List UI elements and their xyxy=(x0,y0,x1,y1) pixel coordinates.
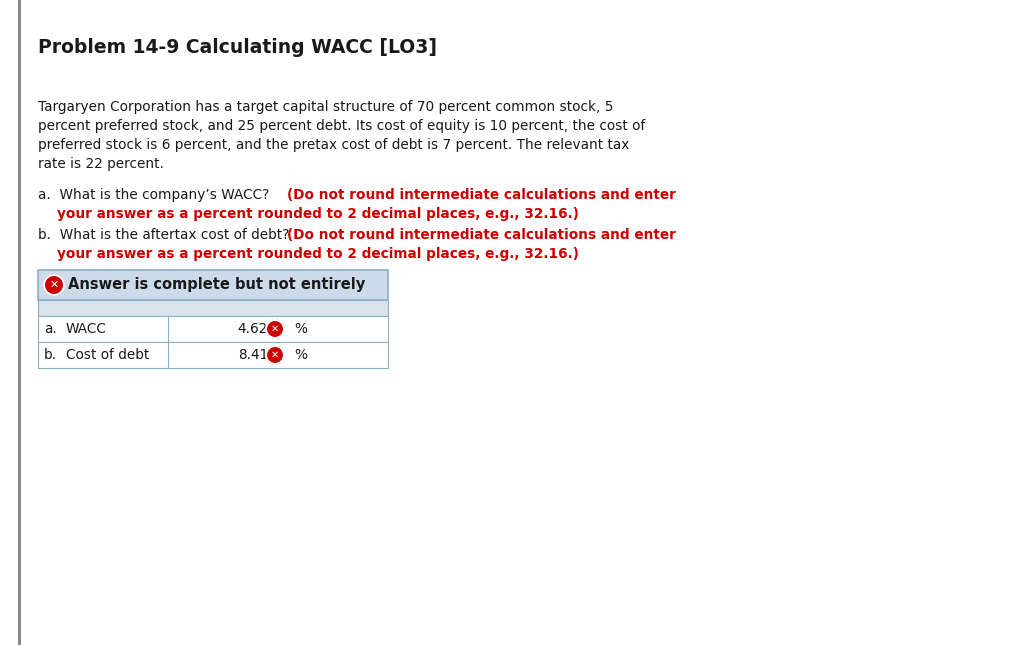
Text: rate is 22 percent.: rate is 22 percent. xyxy=(38,157,164,171)
Text: ✕: ✕ xyxy=(49,280,58,290)
Text: (Do not round intermediate calculations and enter: (Do not round intermediate calculations … xyxy=(287,228,676,242)
Text: (Do not round intermediate calculations and enter: (Do not round intermediate calculations … xyxy=(287,188,676,202)
Text: your answer as a percent rounded to 2 decimal places, e.g., 32.16.): your answer as a percent rounded to 2 de… xyxy=(57,207,579,221)
Text: b.: b. xyxy=(44,348,57,362)
Text: 8.41: 8.41 xyxy=(238,348,268,362)
Bar xyxy=(18,0,22,645)
Bar xyxy=(38,316,388,342)
Text: ✕: ✕ xyxy=(271,350,280,360)
Bar xyxy=(38,300,388,316)
Text: a.: a. xyxy=(44,322,56,336)
Text: percent preferred stock, and 25 percent debt. Its cost of equity is 10 percent, : percent preferred stock, and 25 percent … xyxy=(38,119,645,133)
Text: ✕: ✕ xyxy=(271,324,280,334)
Circle shape xyxy=(266,346,284,364)
Text: %: % xyxy=(294,322,307,336)
Text: Cost of debt: Cost of debt xyxy=(66,348,150,362)
Circle shape xyxy=(266,320,284,338)
Text: your answer as a percent rounded to 2 decimal places, e.g., 32.16.): your answer as a percent rounded to 2 de… xyxy=(57,247,579,261)
Text: Answer is complete but not entirely: Answer is complete but not entirely xyxy=(68,277,366,292)
Bar xyxy=(38,270,388,300)
Text: %: % xyxy=(294,348,307,362)
Text: 4.62: 4.62 xyxy=(238,322,268,336)
Text: Problem 14-9 Calculating WACC [LO3]: Problem 14-9 Calculating WACC [LO3] xyxy=(38,38,437,57)
Text: preferred stock is 6 percent, and the pretax cost of debt is 7 percent. The rele: preferred stock is 6 percent, and the pr… xyxy=(38,138,630,152)
Text: WACC: WACC xyxy=(66,322,106,336)
Bar xyxy=(38,342,388,368)
Text: Targaryen Corporation has a target capital structure of 70 percent common stock,: Targaryen Corporation has a target capit… xyxy=(38,100,613,114)
Text: b.  What is the aftertax cost of debt?: b. What is the aftertax cost of debt? xyxy=(38,228,294,242)
Text: a.  What is the company’s WACC?: a. What is the company’s WACC? xyxy=(38,188,273,202)
Circle shape xyxy=(44,275,63,295)
